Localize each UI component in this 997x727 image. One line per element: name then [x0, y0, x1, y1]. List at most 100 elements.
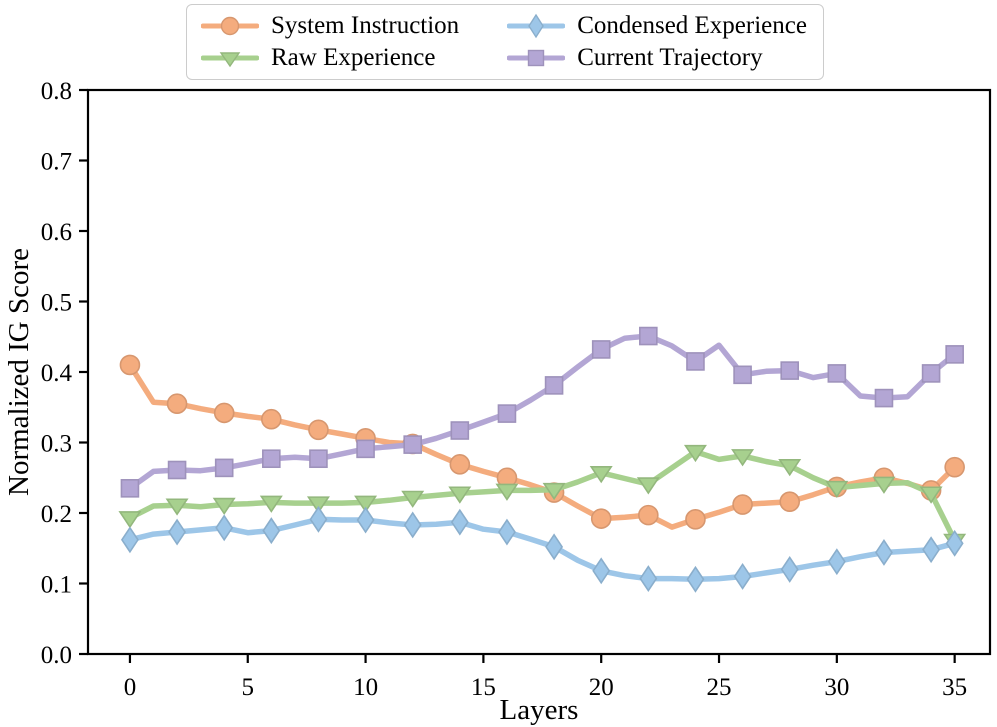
- thin-diamond-marker-icon: [875, 539, 893, 566]
- triangle-down-marker-icon: [212, 497, 236, 515]
- x-tick-label: 0: [124, 674, 137, 701]
- square-marker-icon: [827, 364, 847, 383]
- y-tick-label: 0.7: [41, 149, 72, 176]
- y-tick-label: 0.0: [41, 642, 72, 669]
- triangle-down-legend-marker-icon: [201, 52, 259, 68]
- square-marker-icon: [544, 376, 564, 395]
- triangle-down-marker-icon: [636, 477, 660, 495]
- thin-diamond-marker-icon: [686, 565, 705, 593]
- y-tick-label: 0.2: [41, 501, 72, 528]
- y-tick-label: 0.8: [41, 78, 72, 105]
- legend-label: Raw Experience: [271, 44, 436, 71]
- thin-diamond-marker-icon: [545, 533, 564, 561]
- square-marker-icon: [167, 460, 187, 480]
- y-tick-label: 0.1: [41, 572, 72, 599]
- legend-item-raw-experience: Raw Experience: [201, 43, 459, 73]
- triangle-down-marker-icon: [401, 490, 425, 508]
- circle-legend-marker-icon: [201, 16, 259, 36]
- legend-label: Condensed Experience: [577, 12, 807, 39]
- thin-diamond-marker-icon: [356, 506, 375, 534]
- square-marker-icon: [214, 458, 234, 478]
- triangle-down-marker-icon: [306, 496, 330, 514]
- series-line-current-trajectory: [127, 333, 958, 492]
- square-marker-icon: [780, 361, 800, 380]
- triangle-down-marker-icon: [778, 458, 802, 477]
- square-marker-icon: [403, 435, 423, 454]
- y-tick-label: 0.4: [41, 360, 73, 387]
- circle-marker-icon: [732, 494, 753, 515]
- triangle-down-marker-icon: [495, 483, 519, 501]
- thin-diamond-marker-icon: [497, 518, 516, 546]
- y-axis-label: Normalized IG Score: [3, 248, 35, 496]
- x-axis-label: Layers: [500, 694, 579, 726]
- circle-marker-icon: [308, 419, 329, 441]
- circle-marker-icon: [166, 393, 188, 415]
- series-line-condensed-experience: [127, 516, 958, 583]
- thin-diamond-marker-icon: [450, 508, 469, 536]
- thin-diamond-marker-icon: [922, 536, 941, 564]
- triangle-down-marker-icon: [589, 466, 613, 484]
- triangle-down-marker-icon: [872, 476, 896, 494]
- circle-marker-icon: [213, 402, 235, 424]
- thin-diamond-marker-icon: [168, 518, 187, 546]
- circle-marker-icon: [944, 456, 965, 478]
- triangle-down-marker-icon: [118, 511, 142, 529]
- circle-marker-icon: [685, 509, 706, 530]
- square-marker-icon: [686, 352, 705, 371]
- x-tick-label: 25: [707, 674, 732, 701]
- thin-diamond-legend-marker-icon: [507, 13, 566, 39]
- y-tick-label: 0.6: [41, 219, 72, 246]
- square-marker-icon: [497, 404, 517, 423]
- circle-marker-icon: [638, 504, 659, 526]
- series-condensed-experience: [120, 505, 964, 593]
- thin-diamond-marker-icon: [215, 514, 234, 542]
- square-marker-icon: [309, 449, 328, 469]
- square-marker-icon: [262, 449, 281, 469]
- x-tick-label: 20: [589, 674, 614, 701]
- thin-diamond-marker-icon: [120, 526, 139, 554]
- circle-marker-icon: [449, 454, 471, 475]
- chart-legend: System Instruction Raw Experience Condense…: [186, 4, 824, 80]
- triangle-down-marker-icon: [448, 486, 472, 504]
- thin-diamond-marker-icon: [262, 517, 281, 545]
- x-tick-label: 10: [353, 674, 378, 701]
- x-tick-label: 5: [242, 674, 255, 701]
- circle-marker-icon: [590, 508, 612, 529]
- square-marker-icon: [450, 421, 470, 440]
- square-marker-icon: [591, 340, 611, 359]
- y-tick-label: 0.5: [41, 290, 72, 317]
- thin-diamond-marker-icon: [403, 511, 422, 539]
- square-legend-marker-icon: [507, 49, 566, 67]
- square-marker-icon: [639, 326, 658, 346]
- square-marker-icon: [921, 364, 941, 383]
- triangle-down-marker-icon: [683, 444, 707, 463]
- legend-item-current-trajectory: Current Trajectory: [507, 43, 807, 73]
- x-tick-label: 35: [942, 674, 967, 701]
- y-tick-label: 0.3: [41, 431, 72, 458]
- thin-diamond-marker-icon: [309, 505, 328, 533]
- square-marker-icon: [733, 365, 752, 385]
- triangle-down-marker-icon: [354, 495, 378, 513]
- legend-item-system-instruction: System Instruction: [201, 11, 459, 41]
- x-tick-label: 15: [471, 674, 496, 701]
- circle-marker-icon: [779, 491, 801, 513]
- legend-label: Current Trajectory: [577, 44, 763, 71]
- thin-diamond-marker-icon: [780, 555, 799, 583]
- thin-diamond-marker-icon: [592, 557, 611, 585]
- series-raw-experience: [118, 444, 967, 551]
- triangle-down-marker-icon: [919, 486, 943, 504]
- series-current-trajectory: [120, 326, 964, 498]
- triangle-down-marker-icon: [259, 495, 283, 513]
- thin-diamond-marker-icon: [639, 565, 658, 593]
- triangle-down-marker-icon: [731, 449, 755, 467]
- square-marker-icon: [874, 388, 894, 408]
- thin-diamond-marker-icon: [733, 563, 752, 590]
- square-marker-icon: [945, 345, 964, 364]
- thin-diamond-marker-icon: [945, 529, 964, 557]
- circle-marker-icon: [119, 354, 141, 376]
- plot-frame: [86, 88, 992, 656]
- legend-item-condensed-experience: Condensed Experience: [507, 11, 807, 41]
- triangle-down-marker-icon: [165, 498, 189, 516]
